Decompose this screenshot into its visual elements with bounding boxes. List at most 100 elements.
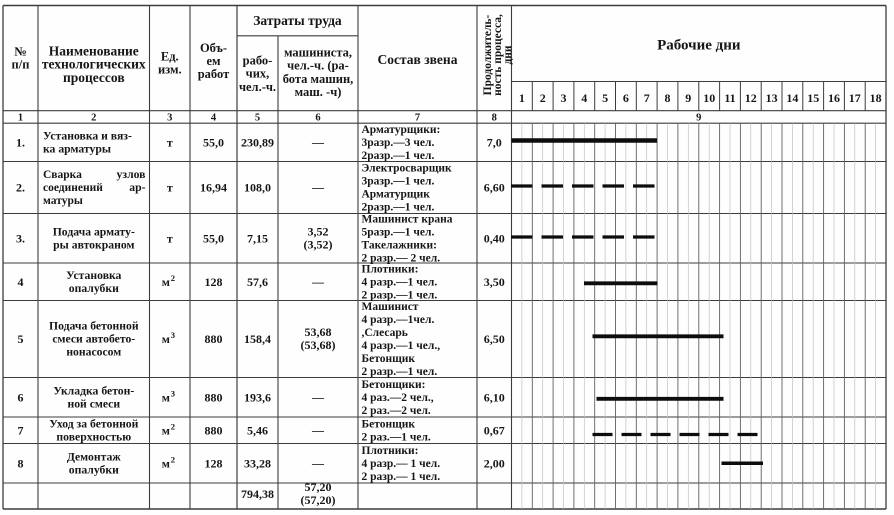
svg-text:работ: работ [198, 67, 230, 81]
svg-text:5: 5 [255, 113, 260, 124]
svg-text:15: 15 [807, 91, 819, 105]
svg-text:ем: ем [206, 54, 221, 68]
svg-text:6: 6 [315, 113, 320, 124]
svg-text:2 раз.—2 чел.: 2 раз.—2 чел. [362, 405, 431, 417]
svg-text:дни: дни [502, 45, 514, 64]
svg-text:8: 8 [18, 456, 24, 470]
svg-text:33,28: 33,28 [244, 456, 271, 470]
svg-text:т: т [167, 181, 173, 195]
svg-text:Демонтаж: Демонтаж [67, 450, 121, 463]
svg-text:57,20: 57,20 [305, 480, 332, 494]
svg-text:Подача бетонной: Подача бетонной [49, 320, 139, 333]
svg-text:11: 11 [724, 91, 735, 105]
svg-text:Арматурщик: Арматурщик [362, 189, 431, 201]
svg-text:3: 3 [171, 330, 175, 340]
svg-text:машиниста,: машиниста, [284, 46, 352, 60]
svg-text:128: 128 [205, 456, 223, 470]
svg-text:18: 18 [870, 91, 882, 105]
svg-text:12: 12 [745, 91, 757, 105]
svg-text:880: 880 [205, 423, 223, 437]
svg-text:7: 7 [415, 113, 420, 124]
svg-text:ка арматуры: ка арматуры [43, 142, 111, 155]
svg-text:ной смеси: ной смеси [67, 397, 120, 410]
svg-text:—: — [311, 135, 325, 149]
svg-text:53,68: 53,68 [305, 325, 332, 339]
svg-text:128: 128 [205, 275, 223, 289]
svg-text:8: 8 [492, 113, 497, 124]
svg-text:57,6: 57,6 [247, 275, 268, 289]
svg-text:3: 3 [167, 113, 172, 124]
svg-text:Рабочие дни: Рабочие дни [657, 38, 741, 54]
svg-text:0,67: 0,67 [484, 423, 505, 437]
svg-text:880: 880 [205, 332, 223, 346]
svg-text:794,38: 794,38 [241, 487, 274, 501]
svg-text:—: — [311, 423, 325, 437]
svg-text:Арматурщики:: Арматурщики: [362, 124, 441, 136]
svg-text:3: 3 [561, 91, 567, 105]
svg-text:2 разр.—1 чел.: 2 разр.—1 чел. [362, 289, 438, 301]
svg-text:Машинист крана: Машинист крана [362, 213, 453, 225]
svg-text:14: 14 [786, 91, 798, 105]
svg-text:Сварка: Сварка [43, 169, 82, 181]
svg-text:6,10: 6,10 [484, 390, 505, 404]
svg-text:9: 9 [685, 91, 691, 105]
svg-text:опалубки: опалубки [69, 463, 119, 476]
svg-text:3разр.—1 чел.: 3разр.—1 чел. [362, 176, 435, 188]
svg-text:чел.-ч. (ра-: чел.-ч. (ра- [287, 59, 349, 73]
svg-text:4 разр.— 1 чел.: 4 разр.— 1 чел. [362, 458, 441, 470]
svg-text:соединений: соединений [43, 182, 103, 194]
svg-text:6,60: 6,60 [484, 181, 505, 195]
svg-text:смеси автобето-: смеси автобето- [52, 333, 135, 346]
svg-text:Ед.: Ед. [161, 49, 179, 63]
svg-text:чел.-ч.: чел.-ч. [239, 80, 276, 94]
svg-text:изм.: изм. [158, 62, 182, 76]
svg-text:2разр.—1 чел.: 2разр.—1 чел. [362, 202, 435, 214]
svg-text:16,94: 16,94 [200, 181, 227, 195]
svg-text:9: 9 [696, 113, 701, 124]
svg-text:17: 17 [849, 91, 861, 105]
svg-text:5: 5 [602, 91, 608, 105]
svg-text:(3,52): (3,52) [304, 237, 333, 251]
svg-text:м: м [162, 456, 170, 470]
svg-text:7: 7 [18, 423, 24, 437]
svg-text:маш. -ч): маш. -ч) [295, 85, 342, 99]
svg-text:7: 7 [644, 91, 650, 105]
svg-text:Установка: Установка [66, 269, 121, 282]
svg-text:2: 2 [91, 113, 96, 124]
svg-text:2 разр.— 1 чел.: 2 разр.— 1 чел. [362, 471, 441, 483]
svg-text:м: м [162, 275, 170, 289]
svg-text:55,0: 55,0 [203, 135, 224, 149]
svg-text:4 разр.—1 чел.,: 4 разр.—1 чел., [362, 340, 441, 352]
svg-text:7,0: 7,0 [487, 135, 502, 149]
svg-text:2: 2 [171, 273, 175, 283]
svg-text:т: т [167, 231, 173, 245]
svg-text:Машинист: Машинист [362, 301, 419, 313]
svg-text:230,89: 230,89 [241, 135, 274, 149]
svg-text:2,00: 2,00 [484, 456, 505, 470]
svg-text:3: 3 [171, 388, 175, 398]
svg-text:2 раз.—1 чел.: 2 раз.—1 чел. [362, 431, 431, 443]
svg-text:55,0: 55,0 [203, 231, 224, 245]
svg-text:рабо-: рабо- [243, 54, 273, 68]
svg-text:2: 2 [171, 454, 175, 464]
svg-text:Бетонщик: Бетонщик [362, 418, 416, 430]
svg-text:4 разр.—1 чел.: 4 разр.—1 чел. [362, 276, 438, 288]
svg-text:5разр.—1 чел.: 5разр.—1 чел. [362, 226, 435, 238]
svg-text:—: — [311, 181, 325, 195]
svg-text:Уход за бетонной: Уход за бетонной [49, 417, 138, 430]
svg-text:технологических: технологических [42, 57, 146, 72]
svg-text:опалубки: опалубки [69, 282, 119, 295]
svg-text:193,6: 193,6 [244, 390, 271, 404]
svg-text:процессов: процессов [63, 70, 125, 85]
svg-text:ар-: ар- [129, 181, 145, 194]
svg-text:4: 4 [211, 113, 217, 124]
svg-text:7,15: 7,15 [247, 231, 268, 245]
svg-text:т: т [167, 135, 173, 149]
svg-text:Объ-: Объ- [200, 41, 227, 55]
svg-text:Бетонщик: Бетонщик [362, 353, 416, 365]
svg-text:Состав звена: Состав звена [378, 52, 458, 67]
svg-text:бота машин,: бота машин, [283, 72, 354, 86]
svg-text:(57,20): (57,20) [301, 493, 336, 507]
svg-text:6: 6 [623, 91, 629, 105]
svg-text:(53,68): (53,68) [301, 338, 336, 352]
